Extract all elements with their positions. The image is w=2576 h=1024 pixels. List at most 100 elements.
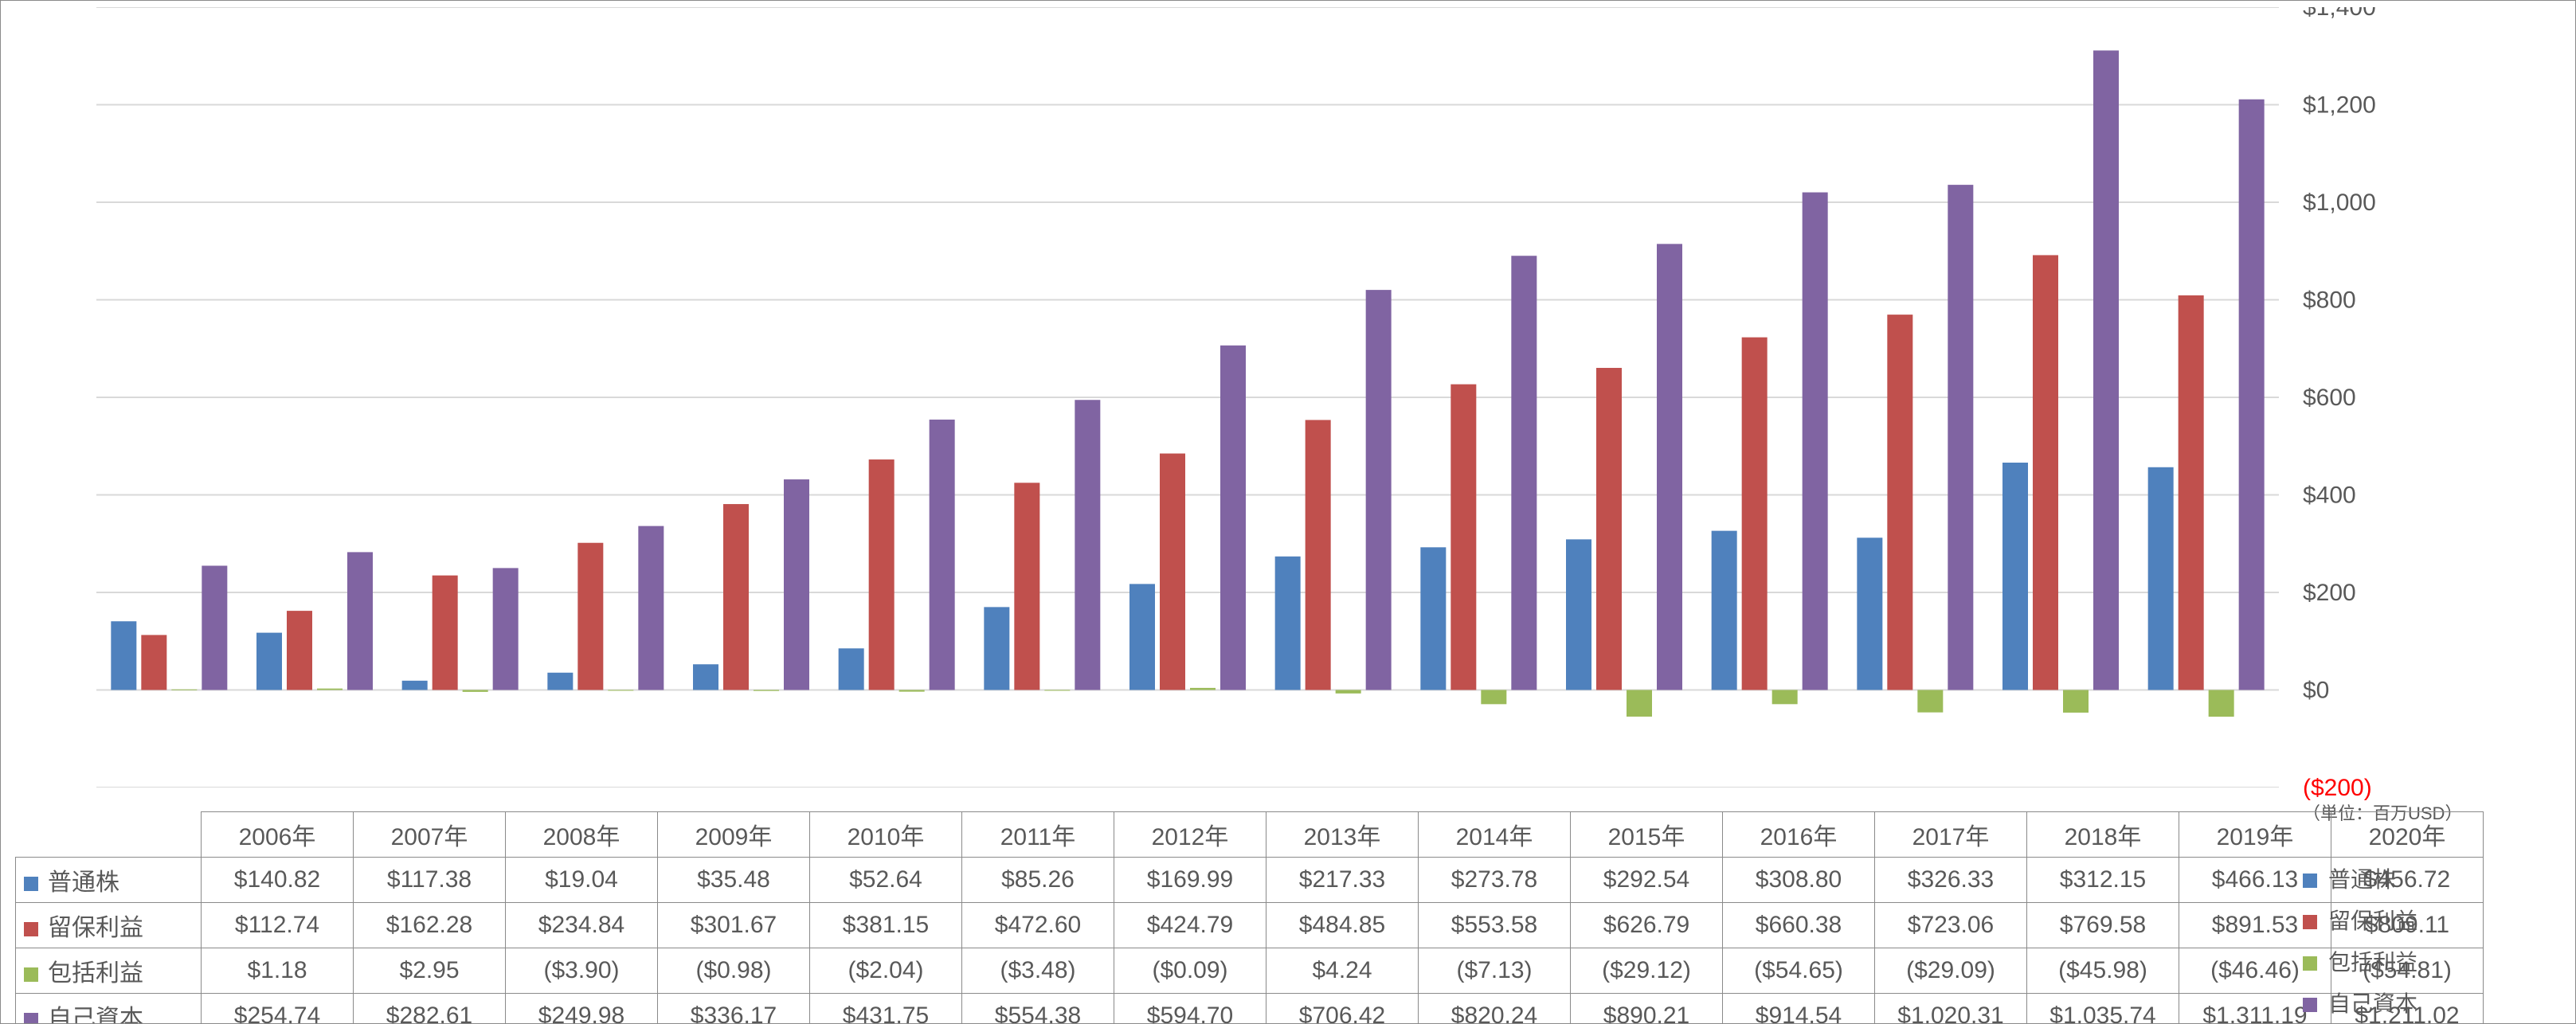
legend-label: 普通株 [2328,867,2395,892]
table-cell: $1,035.74 [2027,994,2179,1024]
data-table: 2006年2007年2008年2009年2010年2011年2012年2013年… [15,811,2484,1024]
series-legend: 普通株留保利益包括利益自己資本 [2303,853,2417,1024]
table-corner [16,812,202,858]
legend-label: 留保利益 [2328,909,2417,933]
table-cell: ($45.98) [2027,948,2179,994]
bar [608,690,633,691]
series-name: 自己資本 [48,1006,143,1024]
bar [1657,244,1682,690]
bar [1129,584,1155,690]
y-tick: ($200) [2303,775,2372,801]
table-cell: $914.54 [1723,994,1875,1024]
legend-item: 自己資本 [2303,987,2417,1018]
table-cell: ($3.48) [962,948,1114,994]
bar [547,673,573,690]
legend-label: 自己資本 [2328,991,2417,1016]
table-row: 自己資本$254.74$282.61$249.98$336.17$431.75$… [16,994,2484,1024]
legend-swatch [2303,998,2317,1012]
year-header: 2020年 [2331,812,2484,858]
year-header: 2016年 [1723,812,1875,858]
table-cell: $117.38 [354,858,506,903]
table-cell: $769.58 [2027,903,2179,948]
bar [1627,690,1652,717]
table-cell: $4.24 [1266,948,1419,994]
bar [984,607,1009,690]
bar [1075,400,1100,690]
bar [1044,690,1070,691]
table-cell: $553.58 [1419,903,1571,948]
table-cell: $85.26 [962,858,1114,903]
svg-text:$200: $200 [2303,580,2356,606]
table-cell: $336.17 [658,994,810,1024]
bar [347,552,373,690]
table-cell: $594.70 [1114,994,1266,1024]
bar [1220,346,1246,690]
table-cell: $431.75 [810,994,962,1024]
svg-text:$1,000: $1,000 [2303,190,2376,216]
series-name: 包括利益 [48,960,143,987]
table-cell: $381.15 [810,903,962,948]
bar [1481,690,1506,705]
table-cell: $2.95 [354,948,506,994]
bar [839,648,864,690]
bar [1742,338,1768,690]
bar [693,664,718,690]
table-cell: $52.64 [810,858,962,903]
year-header: 2011年 [962,812,1114,858]
legend-swatch [2303,956,2317,971]
legend-swatch [2303,874,2317,888]
table-cell: $723.06 [1875,903,2027,948]
svg-text:$400: $400 [2303,483,2356,509]
legend-item: 留保利益 [2303,904,2417,936]
bar [2033,255,2058,690]
bar [2093,50,2119,690]
table-cell: $308.80 [1723,858,1875,903]
table-cell: ($0.98) [658,948,810,994]
table-cell: $217.33 [1266,858,1419,903]
y-tick: $600 [2303,385,2356,411]
table-cell: ($29.12) [1571,948,1723,994]
year-header: 2014年 [1419,812,1571,858]
y-tick: $0 [2303,678,2329,704]
series-name: 普通株 [48,870,119,896]
table-cell: ($29.09) [1875,948,2027,994]
y-tick: $1,000 [2303,190,2376,216]
bar [2148,467,2174,690]
y-tick: $200 [2303,580,2356,606]
table-cell: $112.74 [202,903,354,948]
bar [1336,690,1361,694]
bar [2239,100,2265,690]
bar [784,479,809,690]
series-s1 [111,463,2173,690]
bar [930,420,955,690]
bar [2179,295,2204,690]
svg-text:$800: $800 [2303,287,2356,314]
table-cell: $424.79 [1114,903,1266,948]
year-header: 2018年 [2027,812,2179,858]
table-cell: $312.15 [2027,858,2179,903]
bar [2063,690,2089,713]
legend-item: 普通株 [2303,862,2417,894]
table-cell: $326.33 [1875,858,2027,903]
legend-label: 包括利益 [2328,950,2417,975]
year-header: 2009年 [658,812,810,858]
legend-item: 包括利益 [2303,945,2417,977]
svg-text:$600: $600 [2303,385,2356,411]
table-cell: $169.99 [1114,858,1266,903]
bar [1887,315,1912,690]
bar-chart [96,7,2279,788]
bar [1190,688,1216,690]
bar [493,568,519,690]
table-cell: $140.82 [202,858,354,903]
table-cell: ($3.90) [506,948,658,994]
bar [723,504,749,690]
bar [638,526,664,690]
table-cell: $35.48 [658,858,810,903]
bar [317,689,343,690]
chart-frame: $1,400$1,200$1,000$800$600$400$200$0($20… [0,0,2576,1024]
y-tick: $1,200 [2303,92,2376,119]
table-cell: $706.42 [1266,994,1419,1024]
bar [402,681,428,690]
bar [287,611,312,690]
table-row: 包括利益$1.18$2.95($3.90)($0.98)($2.04)($3.4… [16,948,2484,994]
